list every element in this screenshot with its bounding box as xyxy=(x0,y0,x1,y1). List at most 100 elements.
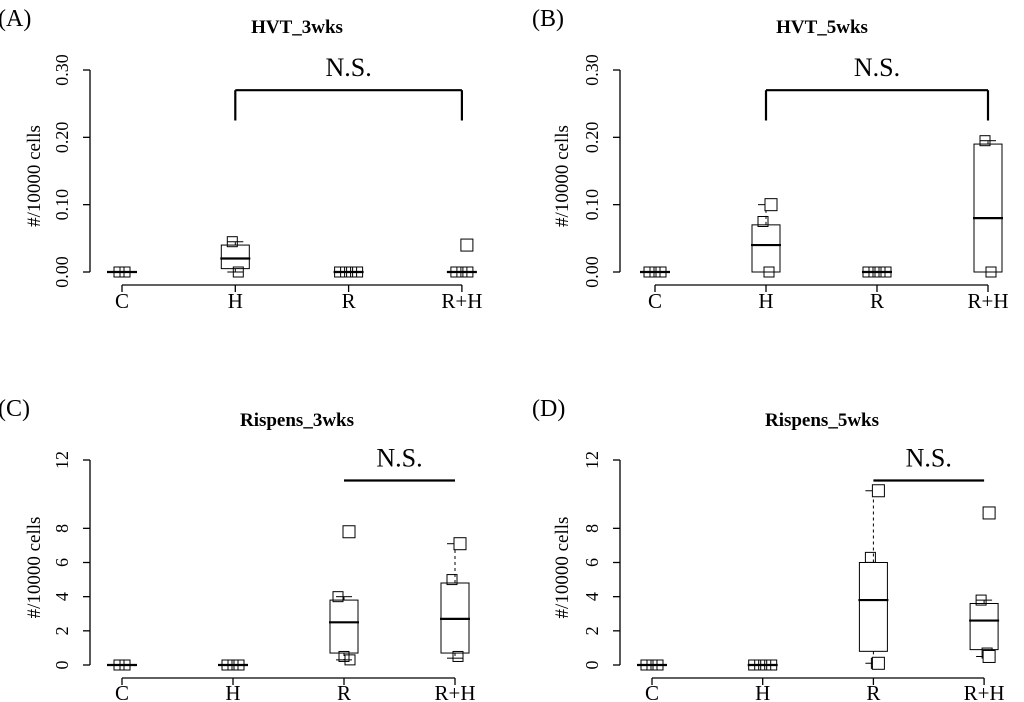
y-tick-label: 6 xyxy=(52,558,72,567)
data-point xyxy=(352,266,364,278)
data-point xyxy=(344,654,356,666)
data-point xyxy=(646,659,658,671)
y-tick-label: 0.00 xyxy=(52,256,72,288)
box-R+H xyxy=(973,135,1003,278)
box-body xyxy=(751,224,781,273)
box-R xyxy=(862,266,892,278)
data-point xyxy=(757,216,769,227)
data-point xyxy=(332,591,344,603)
chart-title: Rispens_5wks xyxy=(765,410,879,431)
data-point xyxy=(754,659,766,671)
y-tick-label: 0.20 xyxy=(52,122,72,154)
box-R+H xyxy=(440,537,470,662)
x-tick-label: H xyxy=(228,289,243,313)
panel-label: (D) xyxy=(532,396,565,422)
y-axis-label: #/10000 cells xyxy=(24,125,45,227)
data-point xyxy=(340,266,352,278)
significance-label: N.S. xyxy=(376,444,422,473)
data-point xyxy=(652,659,664,671)
panel-label: (A) xyxy=(0,6,31,32)
data-point xyxy=(346,266,358,278)
data-point xyxy=(227,659,239,671)
data-point xyxy=(880,266,892,278)
y-tick-label: 4 xyxy=(582,592,602,601)
y-tick-label: 4 xyxy=(52,592,72,601)
y-tick-label: 0.30 xyxy=(582,54,602,86)
y-tick-label: 12 xyxy=(582,451,602,469)
y-tick-label: 2 xyxy=(52,626,72,635)
data-point xyxy=(985,266,997,278)
data-point xyxy=(640,659,652,671)
y-tick-label: 12 xyxy=(52,451,72,469)
significance-label: N.S. xyxy=(854,53,900,82)
box-body xyxy=(973,143,1003,273)
box-C xyxy=(637,659,667,671)
data-point xyxy=(864,551,876,563)
data-point xyxy=(233,659,245,671)
y-tick-label: 0 xyxy=(582,661,602,670)
box-R xyxy=(329,525,359,666)
data-point xyxy=(975,594,987,606)
box-H xyxy=(220,236,251,278)
data-point xyxy=(655,266,667,278)
y-axis-label: #/10000 cells xyxy=(24,517,45,619)
chart-title: HVT_5wks xyxy=(776,17,868,38)
data-point xyxy=(462,266,474,278)
y-tick-label: 8 xyxy=(582,524,602,533)
x-tick-label: H xyxy=(758,289,773,313)
data-point xyxy=(763,266,775,278)
data-point xyxy=(456,266,468,278)
x-tick-label: C xyxy=(115,681,129,702)
y-tick-label: 0 xyxy=(52,661,72,670)
box-R+H xyxy=(446,238,477,278)
data-point xyxy=(232,266,244,278)
x-tick-label: R+H xyxy=(434,681,475,702)
y-axis-label: #/10000 cells xyxy=(552,517,573,619)
data-point xyxy=(226,236,238,248)
y-tick-label: 8 xyxy=(52,524,72,533)
data-point xyxy=(862,266,874,278)
data-point xyxy=(119,659,131,671)
y-tick-label: 0.10 xyxy=(582,189,602,221)
outlier-point xyxy=(871,484,885,498)
data-point xyxy=(338,650,350,662)
data-point xyxy=(450,266,462,278)
outlier-point xyxy=(764,198,778,212)
data-point xyxy=(446,574,458,586)
box-H xyxy=(747,659,778,671)
data-point xyxy=(649,266,661,278)
outlier-point xyxy=(453,537,467,551)
x-tick-label: R xyxy=(342,289,356,313)
box-R xyxy=(858,484,889,670)
outlier-point xyxy=(460,238,474,252)
box-R xyxy=(333,266,364,278)
x-tick-label: H xyxy=(225,681,240,702)
data-point xyxy=(113,266,125,278)
box-body xyxy=(329,599,359,654)
data-point xyxy=(868,266,880,278)
box-C xyxy=(107,266,137,278)
x-tick-label: C xyxy=(648,289,662,313)
data-point xyxy=(452,650,464,662)
y-axis-label: #/10000 cells xyxy=(552,125,573,227)
outlier-point xyxy=(982,649,996,663)
data-point xyxy=(643,266,655,278)
x-tick-label: C xyxy=(645,681,659,702)
data-point xyxy=(119,266,131,278)
x-tick-label: R+H xyxy=(964,681,1005,702)
outlier-point xyxy=(871,656,885,670)
chart-title: HVT_3wks xyxy=(251,17,343,38)
data-point xyxy=(760,659,772,671)
significance-label: N.S. xyxy=(906,444,952,473)
chart-title: Rispens_3wks xyxy=(240,410,354,431)
data-point xyxy=(748,659,760,671)
x-tick-label: C xyxy=(115,289,129,313)
box-body xyxy=(858,562,888,652)
x-tick-label: R xyxy=(337,681,351,702)
y-tick-label: 2 xyxy=(582,626,602,635)
y-tick-label: 0.00 xyxy=(582,256,602,288)
data-point xyxy=(113,659,125,671)
box-C xyxy=(640,266,670,278)
significance-label: N.S. xyxy=(325,53,371,82)
